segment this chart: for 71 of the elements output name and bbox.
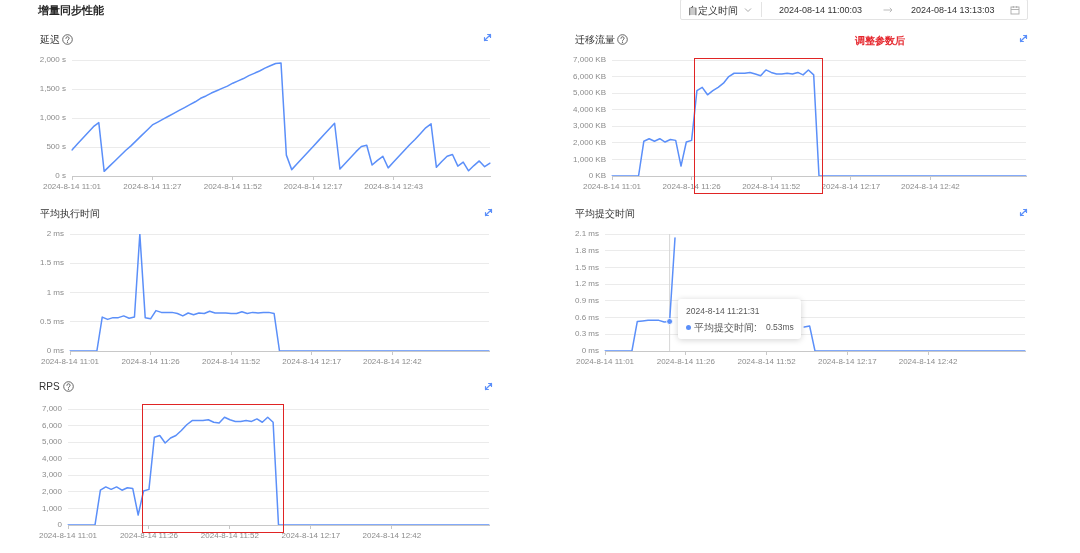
y-tick-label: 1.8 ms: [574, 245, 599, 255]
chart-title: RPS: [39, 380, 60, 394]
y-tick-label: 1 ms: [46, 287, 64, 297]
y-tick-label: 2,000 s: [39, 55, 66, 65]
x-tick-label: 2024-8-14 11:52: [203, 182, 263, 191]
y-tick-label: 4,000 KB: [573, 104, 606, 114]
y-tick-label: 0 s: [55, 171, 66, 181]
x-tick-label: 2024-8-14 11:01: [42, 182, 102, 191]
y-tick-label: 2.1 ms: [574, 229, 599, 239]
x-tick-label: 2024-8-14 11:26: [119, 531, 179, 540]
x-tick-label: 2024-8-14 12:17: [817, 357, 878, 366]
y-tick-label: 7,000: [41, 404, 63, 414]
x-tick-label: 2024-8-14 12:43: [364, 182, 424, 191]
y-tick-label: 1,500 s: [39, 84, 66, 94]
x-tick-label: 2024-8-14 12:42: [362, 357, 423, 366]
y-tick-label: 1,000 KB: [573, 154, 606, 164]
y-tick-label: 5,000: [41, 437, 63, 447]
chart-title: 延迟: [40, 32, 60, 46]
y-tick-label: 7,000 KB: [573, 55, 606, 65]
annotation: 0.53ms: [766, 322, 794, 334]
y-tick-label: 3,000: [41, 470, 63, 480]
x-tick-label: 2024-8-14 11:27: [123, 182, 182, 191]
x-tick-label: 2024-8-14 12:42: [362, 531, 422, 540]
x-tick-label: 2024-8-14 11:01: [38, 531, 98, 540]
x-tick-label: 2024-8-14 12:17: [282, 357, 342, 366]
y-tick-label: 2 ms: [46, 229, 64, 239]
y-tick-label: 5,000 KB: [573, 88, 606, 98]
x-tick-label: 2024-8-14 12:17: [281, 531, 341, 540]
y-tick-label: 4,000: [41, 453, 63, 463]
y-tick-label: 0 ms: [46, 346, 64, 356]
y-tick-label: 3,000 KB: [573, 121, 606, 131]
text: 调整参数后: [855, 33, 905, 47]
text: 增量同步性能: [38, 2, 104, 17]
y-tick-label: 2,000 KB: [573, 138, 606, 148]
y-tick-label: 1,000: [41, 503, 63, 513]
x-tick-label: 2024-8-14 12:17: [283, 182, 344, 191]
text: 2024-08-14 11:00:03: [779, 4, 862, 16]
x-tick-label: 2024-8-14 12:42: [901, 182, 961, 191]
annotation: 平均提交时间:: [694, 321, 757, 335]
y-tick-label: 500 s: [46, 142, 66, 152]
x-tick-label: 2024-8-14 11:26: [121, 357, 181, 366]
x-tick-label: 2024-8-14 11:26: [656, 357, 716, 366]
y-tick-label: 6,000 KB: [573, 71, 606, 81]
y-tick-label: 6,000: [41, 420, 63, 430]
y-tick-label: 0.9 ms: [574, 296, 599, 306]
y-tick-label: 1.2 ms: [574, 279, 599, 289]
x-tick-label: 2024-8-14 11:52: [737, 357, 797, 366]
x-tick-label: 2024-8-14 11:01: [582, 182, 642, 191]
chart-title: 迁移流量: [575, 32, 615, 46]
x-tick-label: 2024-8-14 11:52: [202, 357, 261, 366]
y-tick-label: 0 KB: [588, 171, 606, 181]
x-tick-label: 2024-8-14 11:52: [742, 182, 801, 191]
x-tick-label: 2024-8-14 11:01: [575, 357, 635, 366]
annotation: 2024-8-14 11:21:31: [686, 306, 760, 317]
text: 自定义时间: [688, 3, 738, 17]
x-tick-label: 2024-8-14 12:42: [898, 357, 958, 366]
x-tick-label: 2024-8-14 11:01: [40, 357, 100, 366]
y-tick-label: 1,000 s: [39, 113, 66, 123]
y-tick-label: 1.5 ms: [39, 258, 64, 268]
y-tick-label: 0: [57, 520, 63, 530]
y-tick-label: 0 ms: [581, 346, 599, 356]
y-tick-label: 0.6 ms: [574, 312, 599, 322]
y-tick-label: 0.3 ms: [574, 329, 599, 339]
chart-title: 平均执行时间: [39, 206, 100, 220]
chart-title: 平均提交时间: [575, 206, 635, 220]
x-tick-label: 2024-8-14 12:17: [821, 182, 881, 191]
text: 2024-08-14 13:13:03: [911, 4, 995, 16]
x-tick-label: 2024-8-14 11:52: [200, 531, 260, 540]
y-tick-label: 1.5 ms: [574, 262, 599, 272]
y-tick-label: 2,000: [41, 487, 63, 497]
y-tick-label: 0.5 ms: [39, 316, 64, 326]
